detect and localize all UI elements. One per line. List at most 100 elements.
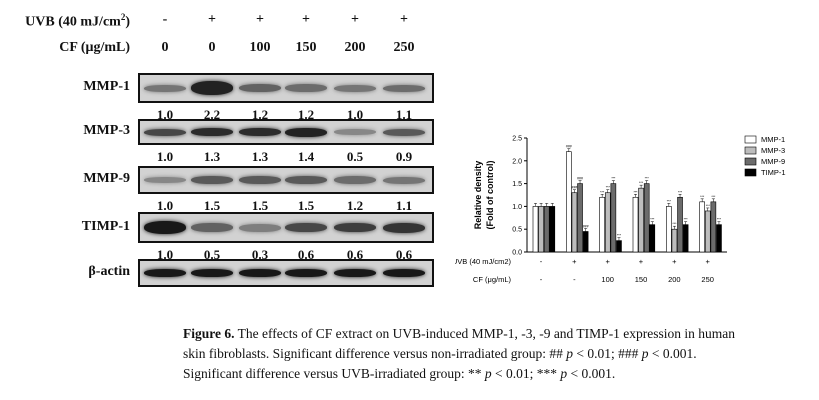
protein-band — [144, 269, 186, 277]
density-value: 1.5 — [251, 198, 269, 213]
x-cf-label: CF (μg/mL) — [473, 275, 512, 284]
protein-label: β-actin — [88, 264, 130, 279]
protein-band — [334, 223, 376, 232]
y-tick-label: 2.0 — [512, 158, 522, 165]
significance-mark: *** — [600, 190, 605, 194]
bar — [549, 206, 556, 253]
significance-mark: *** — [717, 218, 722, 222]
bar — [682, 224, 689, 253]
x-uvb-value: + — [705, 257, 710, 266]
caption-line-2b: < 0.01; ### — [573, 346, 642, 361]
protein-band — [383, 177, 425, 184]
legend-swatch — [744, 135, 757, 144]
density-value: 1.3 — [251, 149, 269, 164]
significance-mark: *** — [617, 234, 622, 238]
protein-band — [285, 269, 327, 277]
uvb-value: + — [302, 12, 310, 27]
density-value: 1.0 — [156, 198, 174, 213]
significance-mark: *** — [639, 181, 644, 185]
protein-label: MMP-1 — [83, 79, 130, 94]
protein-band — [334, 85, 376, 92]
blot-strip — [138, 259, 434, 287]
density-value: 1.1 — [395, 107, 413, 122]
protein-band — [144, 129, 186, 136]
significance-mark: ### — [572, 186, 578, 190]
significance-mark: *** — [650, 218, 655, 222]
density-value: 1.4 — [297, 149, 315, 164]
significance-mark: *** — [684, 218, 689, 222]
density-value: 1.0 — [156, 107, 174, 122]
density-value: 1.3 — [203, 149, 221, 164]
bar — [638, 187, 644, 253]
protein-band — [239, 224, 281, 232]
protein-band — [191, 269, 233, 277]
caption-p-1: p — [566, 346, 574, 361]
bar — [543, 206, 550, 253]
bar — [599, 196, 605, 253]
significance-mark: *** — [611, 177, 616, 181]
x-uvb-value: + — [605, 257, 610, 266]
bar — [532, 206, 539, 253]
density-value: 1.5 — [203, 198, 221, 213]
protein-band — [191, 223, 233, 232]
cf-value: 250 — [393, 40, 415, 55]
y-tick-label: 1.0 — [512, 204, 522, 211]
uvb-value: + — [400, 12, 408, 27]
bar — [566, 151, 572, 253]
significance-mark: *** — [678, 190, 683, 194]
significance-mark: *** — [672, 222, 677, 226]
protein-band — [239, 269, 281, 277]
density-value: 0.5 — [346, 149, 364, 164]
x-cf-value: 150 — [635, 275, 648, 284]
density-value: 1.2 — [297, 107, 315, 122]
protein-band — [191, 128, 233, 136]
protein-band — [334, 129, 376, 135]
cf-row-label: CF (μg/mL) — [59, 40, 130, 55]
significance-mark: *** — [667, 199, 672, 203]
relative-density-chart: 0.0 0.5 1.0 1.5 2.0 2.5 Relative density (Fold … — [452, 128, 815, 298]
x-cf-value: - — [573, 275, 576, 284]
significance-mark: *** — [711, 195, 716, 199]
y-axis-label-2: (Fold of control) — [485, 161, 495, 230]
protein-band — [144, 85, 186, 92]
cf-value: 0 — [161, 40, 169, 55]
y-tick-label: 1.5 — [512, 181, 522, 188]
significance-mark: ### — [577, 177, 583, 181]
significance-mark: *** — [633, 190, 638, 194]
protein-band — [285, 84, 327, 92]
protein-band — [239, 84, 281, 92]
x-uvb-value: + — [672, 257, 677, 266]
cf-value: 100 — [249, 40, 271, 55]
protein-band — [191, 176, 233, 184]
bar — [577, 183, 583, 253]
density-value: 0.9 — [395, 149, 413, 164]
significance-mark: *** — [706, 204, 711, 208]
caption-p-3: p — [484, 366, 492, 381]
figure-caption: Figure 6. The effects of CF extract on U… — [183, 324, 813, 384]
uvb-value: - — [162, 12, 168, 27]
x-uvb-value: + — [572, 257, 577, 266]
significance-mark: *** — [645, 177, 650, 181]
x-cf-value: 200 — [668, 275, 681, 284]
protein-band — [144, 221, 186, 234]
blot-strip — [138, 119, 434, 145]
blot-strip — [138, 73, 434, 103]
protein-label: TIMP-1 — [81, 218, 130, 234]
bar — [632, 196, 639, 253]
protein-band — [239, 176, 281, 184]
caption-line-1: The effects of CF extract on UVB-induced… — [234, 326, 736, 341]
bar — [699, 201, 705, 253]
protein-band — [383, 269, 425, 277]
caption-line-2c: < 0.001. — [648, 346, 697, 361]
density-value: 0.5 — [203, 247, 221, 262]
density-value: 0.6 — [346, 247, 364, 262]
caption-p-2: p — [641, 346, 649, 361]
blot-strip — [138, 212, 434, 243]
caption-p-4: p — [560, 366, 568, 381]
blot-strip — [138, 166, 434, 194]
y-tick-label: 0.5 — [512, 227, 522, 234]
legend-swatch — [744, 146, 757, 155]
protein-label: MMP-3 — [83, 123, 130, 138]
bar — [677, 196, 683, 253]
legend-swatch — [744, 157, 757, 166]
